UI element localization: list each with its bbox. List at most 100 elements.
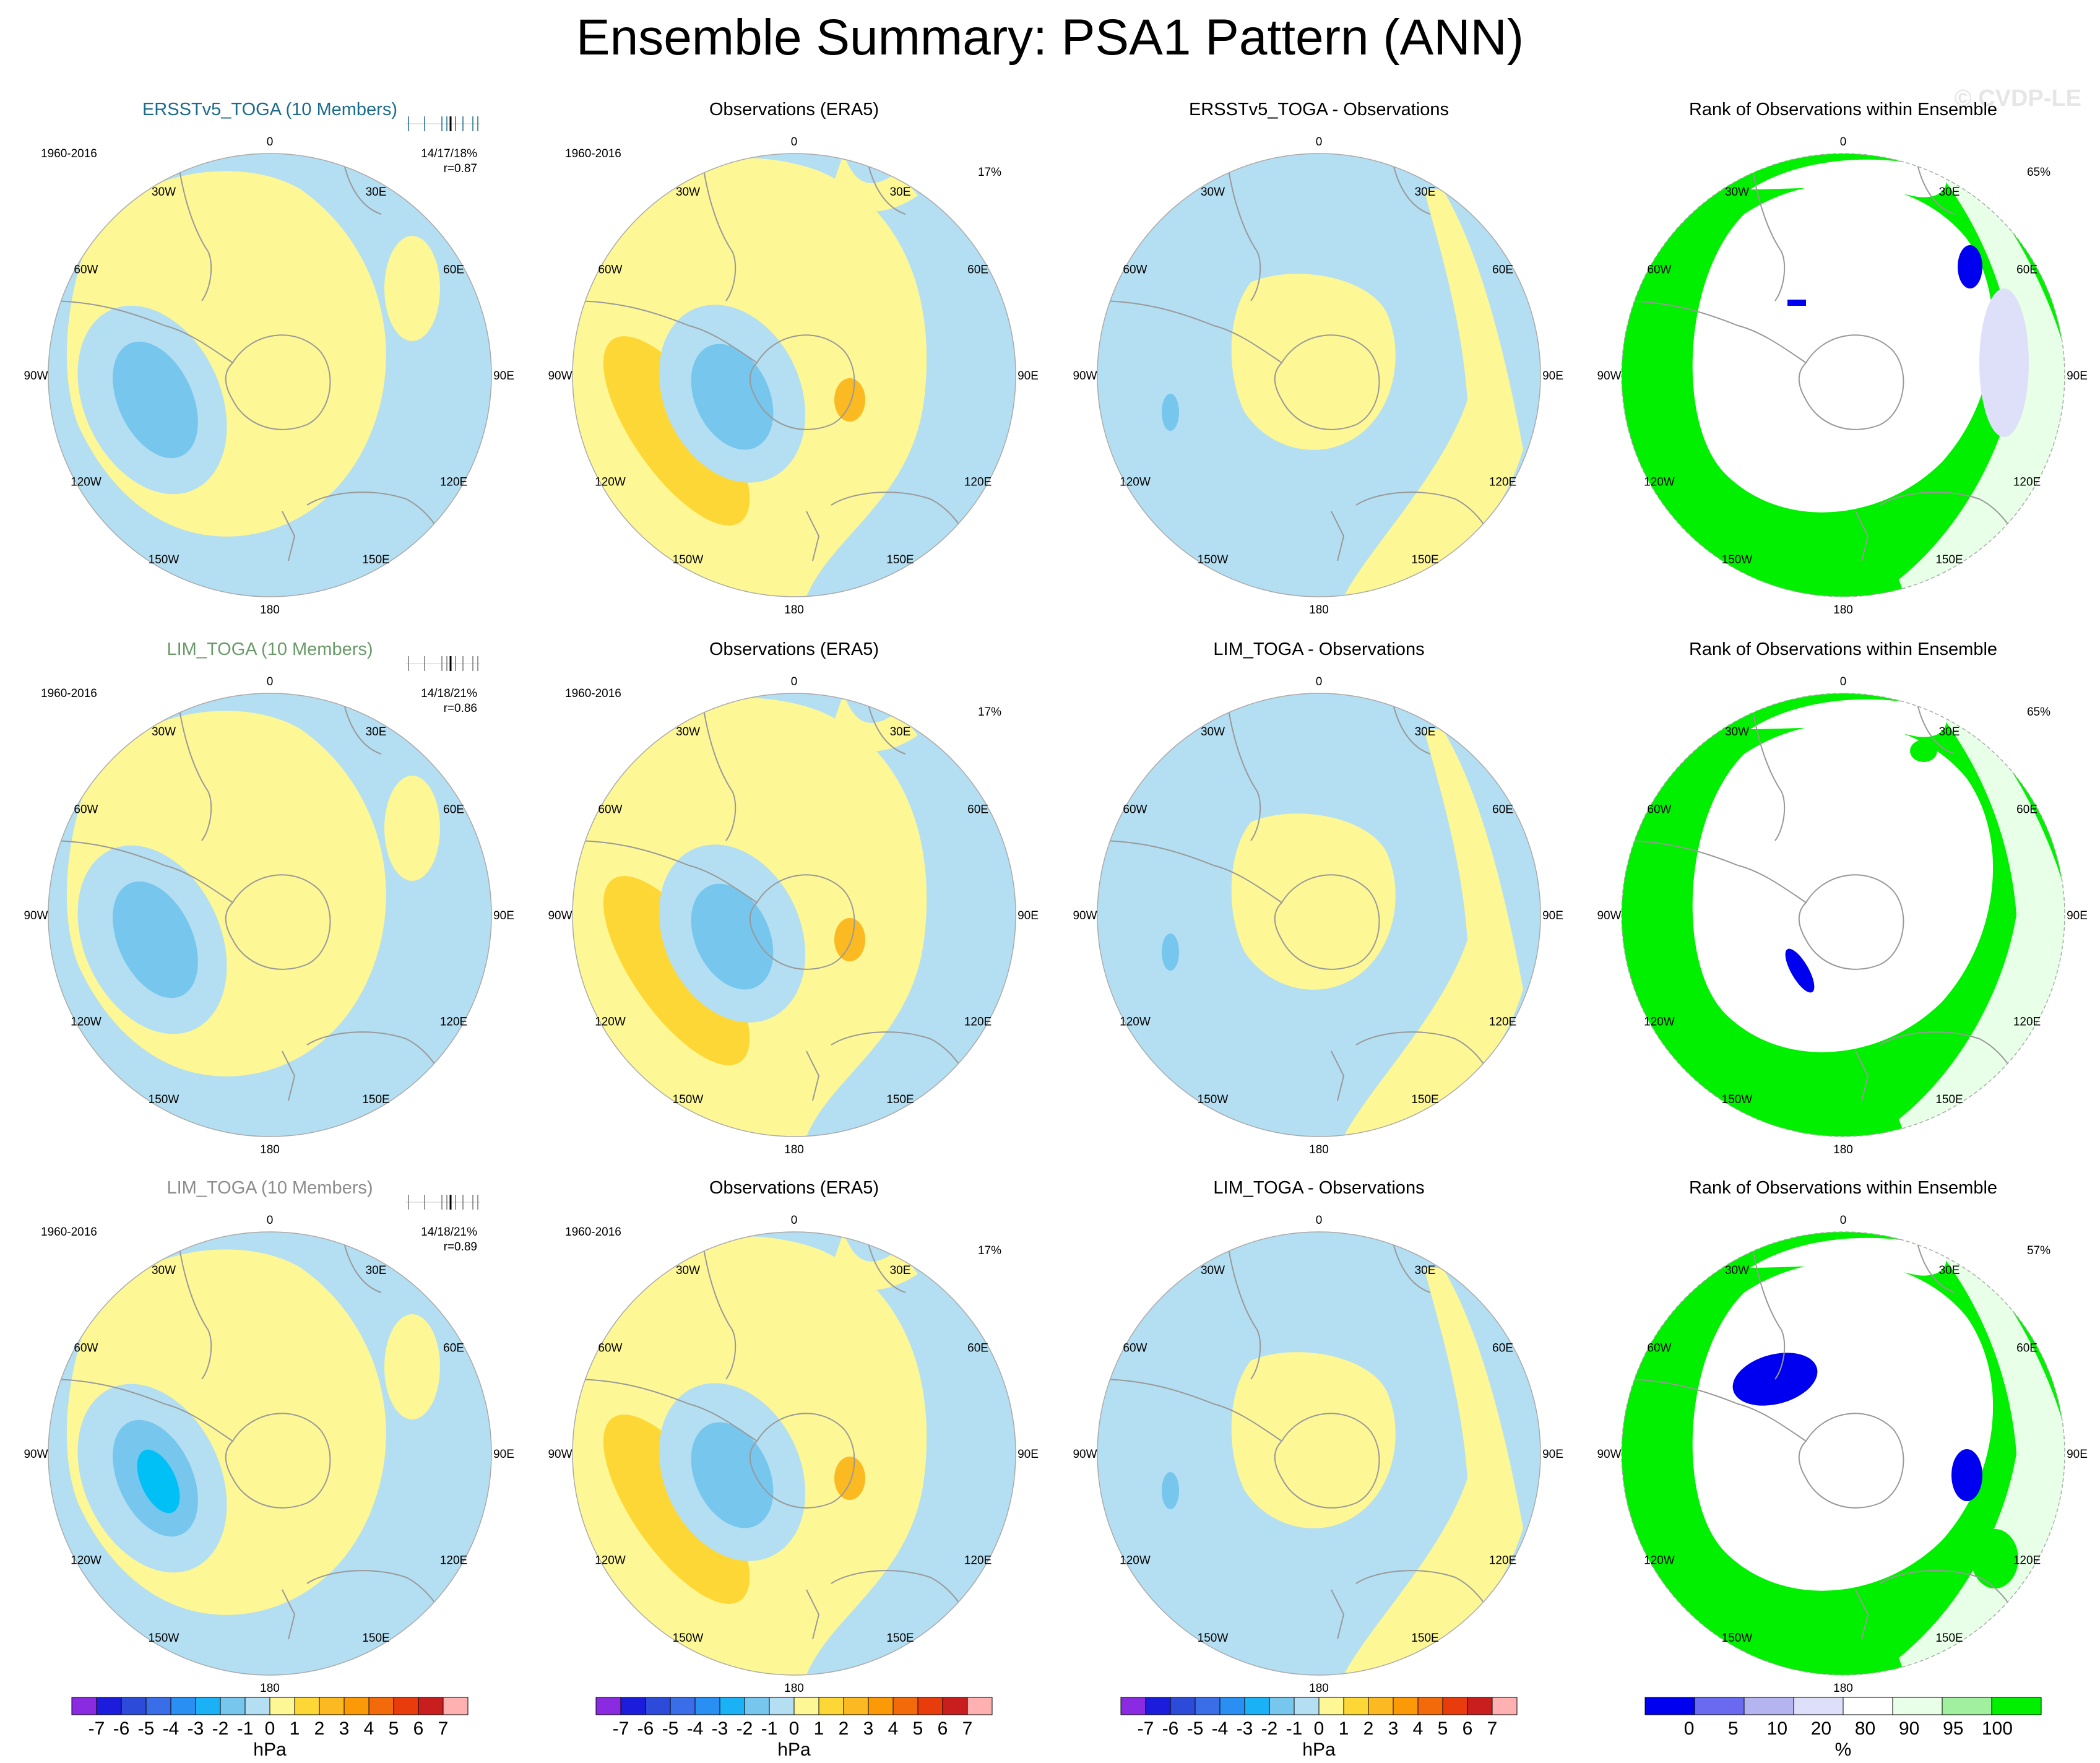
colorbar-swatch <box>1694 1697 1745 1715</box>
spread-indicator <box>406 1195 480 1210</box>
longitude-label: 0 <box>791 136 798 149</box>
variance-pct: 17% <box>978 1244 1001 1257</box>
longitude-label: 90E <box>1018 909 1039 922</box>
longitude-label: 30W <box>1201 1264 1225 1277</box>
spread-indicator <box>406 116 480 131</box>
longitude-label: 30E <box>366 1264 387 1277</box>
longitude-label: 60E <box>1492 804 1513 817</box>
map-fill <box>1622 693 2065 1137</box>
longitude-label: 180 <box>260 604 280 617</box>
longitude-label: 120E <box>964 1016 992 1029</box>
colorbar-tick-label: -1 <box>237 1718 254 1739</box>
colorbar-swatch <box>145 1697 171 1715</box>
colorbar-tick-label: 3 <box>1388 1718 1399 1739</box>
longitude-label: 60W <box>1647 264 1671 277</box>
longitude-label: 120E <box>440 1554 467 1567</box>
map-fill <box>48 154 491 597</box>
map-outline <box>48 693 492 1137</box>
longitude-label: 0 <box>267 675 274 688</box>
panel-title: Observations (ERA5) <box>709 1178 879 1198</box>
panel-title: ERSSTv5_TOGA (10 Members) <box>142 100 397 119</box>
map-fill <box>1097 1232 1540 1675</box>
panel-title: Rank of Observations within Ensemble <box>1689 1178 1997 1198</box>
longitude-label: 30W <box>1201 186 1225 199</box>
longitude-label: 150W <box>673 1093 704 1106</box>
longitude-label: 120E <box>2013 1016 2041 1029</box>
colorbar-tick-label: 0 <box>1684 1718 1695 1739</box>
longitude-label: 150W <box>149 1093 179 1106</box>
longitude-label: 120E <box>964 1554 992 1567</box>
map-fill <box>48 693 491 1137</box>
colorbar-unit: % <box>1835 1739 1852 1760</box>
colorbar-swatch <box>1744 1697 1794 1715</box>
colorbar-tick-label: 3 <box>339 1718 350 1739</box>
colorbar-tick-label: -5 <box>138 1718 155 1739</box>
panel-title: Rank of Observations within Ensemble <box>1689 639 1997 659</box>
longitude-label: 60W <box>1647 804 1671 817</box>
colorbar-swatch <box>1793 1697 1844 1715</box>
colorbar-swatch <box>1368 1697 1394 1715</box>
colorbar-swatch <box>694 1697 720 1715</box>
map-fill <box>1622 1232 2065 1675</box>
colorbar-swatch <box>170 1697 196 1715</box>
map-outline <box>1621 693 2065 1137</box>
colorbar-swatch <box>418 1697 444 1715</box>
colorbar-swatch <box>917 1697 943 1715</box>
colorbar-tick-label: -3 <box>188 1718 204 1739</box>
longitude-label: 90W <box>1597 909 1621 922</box>
longitude-label: 90W <box>24 909 48 922</box>
panel-diff-row2: LIM_TOGA - Observations 0 30E 60E 90E 120E 150… <box>1073 639 1563 1156</box>
colorbar-swatch <box>393 1697 419 1715</box>
period-label: 1960-2016 <box>41 1226 97 1239</box>
colorbar-swatch <box>443 1697 469 1715</box>
period-label: 1960-2016 <box>565 147 621 160</box>
colorbar-swatch <box>1442 1697 1468 1715</box>
longitude-label: 90E <box>2067 370 2088 383</box>
longitude-label: 60E <box>1492 264 1513 277</box>
longitude-label: 90W <box>1073 909 1097 922</box>
colorbar-tick-label: 7 <box>1487 1718 1498 1739</box>
longitude-label: 30W <box>1725 726 1749 739</box>
colorbar-tick-label: 6 <box>938 1718 948 1739</box>
colorbar-swatch <box>1942 1697 1992 1715</box>
panel-rank-row3: Rank of Observations within Ensemble 0 30E… <box>1597 1178 2087 1695</box>
colorbar-tick-label: -1 <box>761 1718 778 1739</box>
longitude-label: 120W <box>71 1554 102 1567</box>
colorbar-swatch <box>1467 1697 1493 1715</box>
longitude-label: 60W <box>1647 1342 1671 1355</box>
longitude-label: 120E <box>2013 476 2041 489</box>
longitude-label: 30W <box>152 1264 176 1277</box>
colorbar-tick-label: 0 <box>1314 1718 1324 1739</box>
longitude-label: 60W <box>1123 804 1147 817</box>
longitude-label: 30W <box>1725 186 1749 199</box>
spread-indicator <box>406 656 480 671</box>
longitude-label: 120E <box>1489 476 1516 489</box>
colorbar-swatch <box>967 1697 993 1715</box>
longitude-label: 30E <box>1415 186 1436 199</box>
map-outline <box>1097 153 1541 597</box>
colorbar-swatch <box>1269 1697 1295 1715</box>
longitude-label: 120E <box>1489 1016 1516 1029</box>
period-label: 1960-2016 <box>41 687 97 700</box>
variance-stats: 14/17/18% <box>421 147 477 160</box>
colorbar-tick-label: 7 <box>962 1718 973 1739</box>
longitude-label: 150W <box>1722 1093 1753 1106</box>
colorbar-swatch <box>1195 1697 1221 1715</box>
longitude-label: 60W <box>598 804 622 817</box>
colorbar-swatch <box>595 1697 621 1715</box>
longitude-label: 30W <box>1725 1264 1749 1277</box>
colorbar-swatch <box>793 1697 819 1715</box>
colorbar-tick-label: 1 <box>290 1718 300 1739</box>
longitude-label: 180 <box>784 1682 804 1695</box>
longitude-label: 60E <box>2016 264 2037 277</box>
map-outline <box>572 1231 1016 1676</box>
longitude-label: 30E <box>890 726 911 739</box>
longitude-label: 120E <box>440 1016 467 1029</box>
longitude-label: 150E <box>362 1093 389 1106</box>
colorbar-swatch <box>1843 1697 1893 1715</box>
colorbar-tick-label: 80 <box>1855 1718 1875 1739</box>
coastline <box>573 693 980 1101</box>
colorbar-tick-label: 0 <box>789 1718 800 1739</box>
colorbar-swatch <box>1492 1697 1518 1715</box>
longitude-label: 90E <box>2067 909 2088 922</box>
